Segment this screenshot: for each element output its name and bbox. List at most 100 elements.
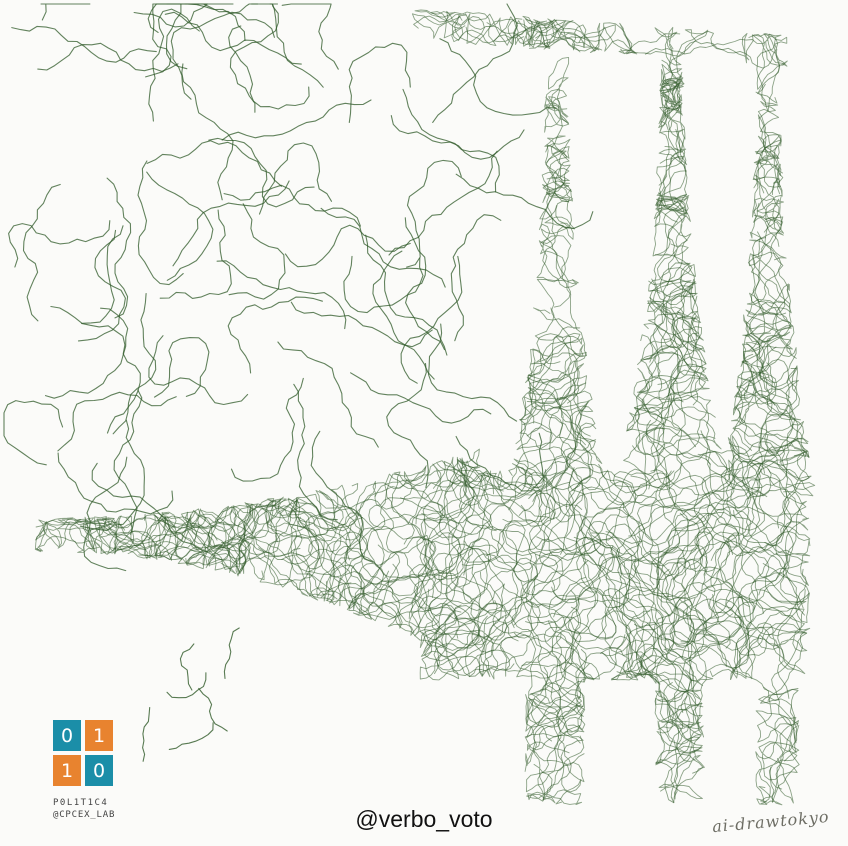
scribble-stroke (422, 537, 587, 651)
scribble-stroke (354, 468, 534, 622)
scribble-stroke (221, 502, 364, 585)
scribble-stroke (185, 505, 325, 570)
scribble-stroke (743, 320, 809, 453)
scribble-stroke (315, 465, 427, 612)
scribble-stroke (461, 464, 646, 608)
scribble-stroke (516, 587, 633, 679)
scribble-stroke (168, 722, 214, 750)
scribble-stroke (546, 56, 572, 227)
scribble-stroke (658, 128, 696, 314)
scribble-stroke (320, 207, 446, 288)
scribble-stroke (119, 498, 287, 553)
scribble-stroke (404, 217, 446, 351)
scribble-stroke (170, 11, 275, 70)
scribble-stroke (602, 577, 735, 645)
scribble-stroke (532, 597, 600, 801)
scribble-stroke (228, 203, 286, 300)
scribble-stroke (400, 255, 463, 384)
scribble-stroke (752, 134, 783, 188)
scribble-stroke (757, 686, 799, 804)
scribble-stroke (40, 3, 91, 21)
scribble-stroke (11, 25, 157, 63)
scribble-stroke (663, 338, 714, 598)
scribble-stroke (413, 9, 497, 47)
scribble-stroke (650, 451, 810, 546)
scribble-stroke (221, 99, 372, 141)
scribble-stroke (615, 434, 809, 584)
scribble-stroke (654, 27, 683, 134)
scribble-stroke (141, 512, 218, 570)
scribble-stroke (680, 459, 788, 643)
logo-tile: 0 (53, 720, 81, 751)
scribble-stroke (541, 481, 697, 657)
scribble-stroke (432, 3, 518, 123)
scribble-stroke (526, 631, 586, 802)
scribble-stroke (402, 88, 500, 193)
scribble-stroke (652, 170, 689, 257)
scribble-stroke (748, 33, 788, 197)
scribble-stroke (419, 620, 595, 681)
author-handle: @verbo_voto (355, 806, 493, 832)
scribble-stroke (513, 612, 584, 732)
scribble-stroke (148, 335, 249, 406)
scribble-stroke (433, 571, 504, 677)
scribble-stroke (439, 38, 557, 116)
scribble-stroke (637, 334, 710, 570)
scribble-stroke (208, 137, 315, 208)
scribble-stroke (227, 296, 323, 374)
scribble-stroke (717, 510, 808, 680)
scribble-stroke (659, 80, 687, 165)
scribble-stroke (725, 491, 807, 681)
scribble-stroke (692, 490, 810, 613)
scribble-stroke (728, 442, 816, 599)
scribble-stroke (526, 336, 587, 446)
scribble-stroke (551, 532, 657, 679)
scribble-stroke (526, 360, 593, 412)
scribble-stroke (633, 278, 697, 448)
scribble-stroke (649, 193, 696, 363)
logo-tile-grid: 0 1 1 0 (53, 720, 113, 786)
scribble-stroke (682, 597, 806, 679)
scribble-stroke (8, 220, 111, 268)
scribble-stroke (310, 430, 374, 563)
scribble-stroke (644, 33, 788, 120)
scribble-stroke (264, 483, 359, 543)
scribble-stroke (281, 499, 434, 604)
scribble-stroke (513, 455, 682, 527)
scribble-stroke (455, 432, 544, 492)
scribble-stroke (44, 307, 129, 399)
scribble-stroke (748, 194, 786, 316)
scribble-stroke (50, 225, 124, 324)
scribble-stroke (181, 63, 234, 201)
scribble-stroke (112, 293, 157, 435)
scribble-stroke (465, 508, 734, 555)
scribble-stroke (701, 362, 805, 511)
scribble-stroke (465, 18, 581, 53)
scribble-stroke (745, 283, 792, 399)
scribble-stroke (636, 438, 731, 556)
scribble-stroke (281, 3, 339, 70)
scribble-stroke (655, 648, 714, 774)
scribble-stroke (725, 366, 809, 578)
scribble-stroke (287, 499, 430, 618)
scribble-stroke (159, 209, 232, 299)
scribble-stroke (83, 456, 128, 572)
logo-name: P0L1T1C4 (53, 798, 109, 808)
scribble-stroke (515, 404, 606, 618)
scribble-stroke (79, 419, 145, 532)
scribble-stroke (656, 531, 811, 614)
scribble-stroke (230, 377, 304, 482)
scribble-stroke (142, 706, 151, 762)
scribble-stroke (530, 499, 617, 640)
scribble-stroke (649, 435, 752, 586)
scribble-stroke (57, 452, 174, 515)
scribble-stroke (565, 402, 637, 599)
scribble-stroke (560, 393, 698, 555)
scribble-stroke (209, 496, 329, 570)
scribble-stroke (649, 264, 707, 406)
scribble-stroke (427, 323, 518, 422)
scribble-stroke (419, 521, 526, 649)
scribble-stroke (266, 498, 372, 620)
scribble-stroke (649, 285, 706, 396)
scribble-stroke (330, 531, 495, 607)
